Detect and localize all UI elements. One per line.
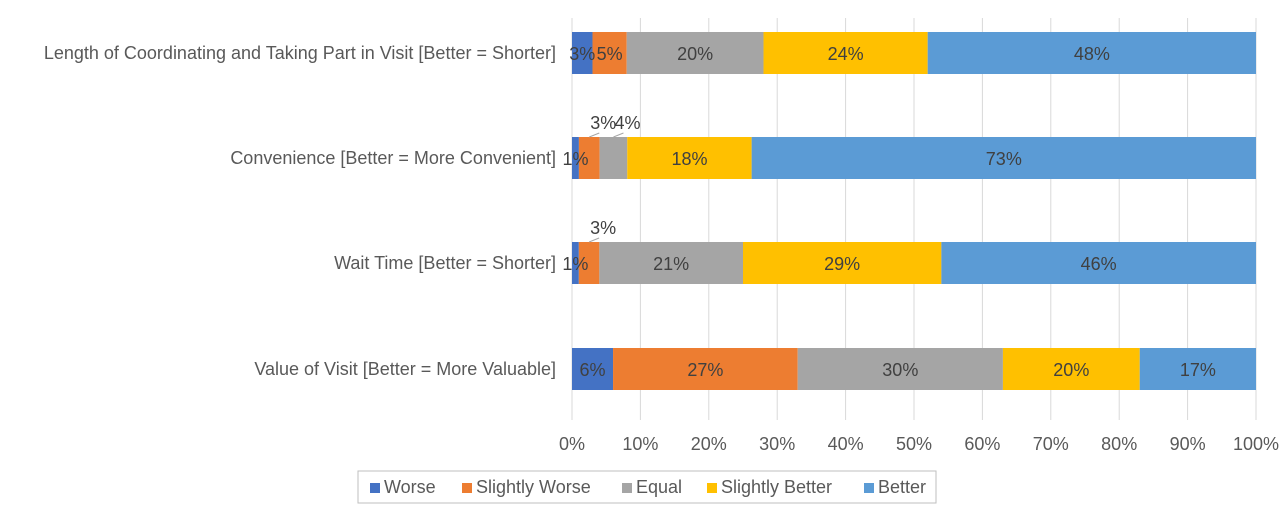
legend-entry: Better: [878, 477, 926, 497]
bar-segment: [599, 242, 743, 284]
x-tick-label: 30%: [759, 434, 795, 454]
x-tick-label: 50%: [896, 434, 932, 454]
bars: [572, 32, 1256, 390]
x-tick-label: 0%: [559, 434, 585, 454]
bar-segment: [751, 137, 1256, 179]
data-label: 24%: [828, 44, 864, 64]
data-label: 20%: [677, 44, 713, 64]
data-label: 48%: [1074, 44, 1110, 64]
bar-segment: [599, 137, 628, 179]
legend-swatch: [370, 483, 380, 493]
category-label: Wait Time [Better = Shorter]: [334, 253, 556, 273]
legend-entry: Worse: [384, 477, 436, 497]
legend-entry: Slightly Better: [721, 477, 832, 497]
legend-box: [357, 470, 937, 504]
data-label: 17%: [1180, 360, 1216, 380]
x-tick-label: 40%: [828, 434, 864, 454]
data-label: 18%: [671, 149, 707, 169]
bar-segment: [613, 348, 798, 390]
legend: Worse Slightly Worse Equal Slightly Better B…: [357, 470, 937, 504]
x-axis-tick-labels: 0% 10% 20% 30% 40% 50% 60% 70% 80% 90% 100%: [559, 434, 1279, 454]
legend-swatch: [707, 483, 717, 493]
leader-line: [588, 237, 600, 243]
legend-entry: Equal: [636, 477, 682, 497]
data-label: 46%: [1081, 254, 1117, 274]
data-label: 73%: [986, 149, 1022, 169]
x-tick-label: 90%: [1170, 434, 1206, 454]
category-labels: Length of Coordinating and Taking Part i…: [44, 43, 556, 379]
legend-swatch: [622, 483, 632, 493]
bar-segment: [572, 137, 579, 179]
bar-segment: [941, 242, 1256, 284]
bar-segment: [572, 242, 579, 284]
category-label: Convenience [Better = More Convenient]: [230, 148, 556, 168]
data-labels: 3% 5% 20% 24% 48%1%3%4%18% 73%1%3%21% 29% 46%6%…: [562, 44, 1215, 380]
data-label: 3%: [590, 218, 616, 238]
data-label: 20%: [1053, 360, 1089, 380]
x-tick-label: 60%: [964, 434, 1000, 454]
bar-segment: [572, 32, 593, 74]
leader-line: [613, 132, 624, 138]
bar-segment: [743, 242, 942, 284]
data-label: 6%: [580, 360, 606, 380]
bar-segment: [1139, 348, 1256, 390]
bar-segment: [578, 242, 600, 284]
bar-segment: [1002, 348, 1140, 390]
bar-segment: [626, 32, 764, 74]
data-label: 3%: [590, 113, 616, 133]
x-tick-label: 70%: [1033, 434, 1069, 454]
data-label: 5%: [597, 44, 623, 64]
data-label: 1%: [562, 149, 588, 169]
category-label: Value of Visit [Better = More Valuable]: [254, 359, 556, 379]
legend-swatch: [864, 483, 874, 493]
data-label: 29%: [824, 254, 860, 274]
bar-segment: [572, 348, 614, 390]
leader-line: [589, 132, 600, 138]
data-label: 21%: [653, 254, 689, 274]
bar-segment: [592, 32, 627, 74]
bar-segment: [578, 137, 600, 179]
legend-entry: Slightly Worse: [476, 477, 591, 497]
bar-segment: [627, 137, 752, 179]
bar-segment: [797, 348, 1003, 390]
bar-segment: [763, 32, 928, 74]
data-label: 3%: [569, 44, 595, 64]
x-tick-label: 20%: [691, 434, 727, 454]
x-tick-label: 100%: [1233, 434, 1279, 454]
bar-segment: [927, 32, 1256, 74]
data-label: 4%: [614, 113, 640, 133]
data-label: 30%: [882, 360, 918, 380]
x-tick-label: 80%: [1101, 434, 1137, 454]
x-tick-label: 10%: [622, 434, 658, 454]
data-label: 27%: [687, 360, 723, 380]
data-label: 1%: [562, 254, 588, 274]
category-label: Length of Coordinating and Taking Part i…: [44, 43, 556, 63]
legend-swatch: [462, 483, 472, 493]
